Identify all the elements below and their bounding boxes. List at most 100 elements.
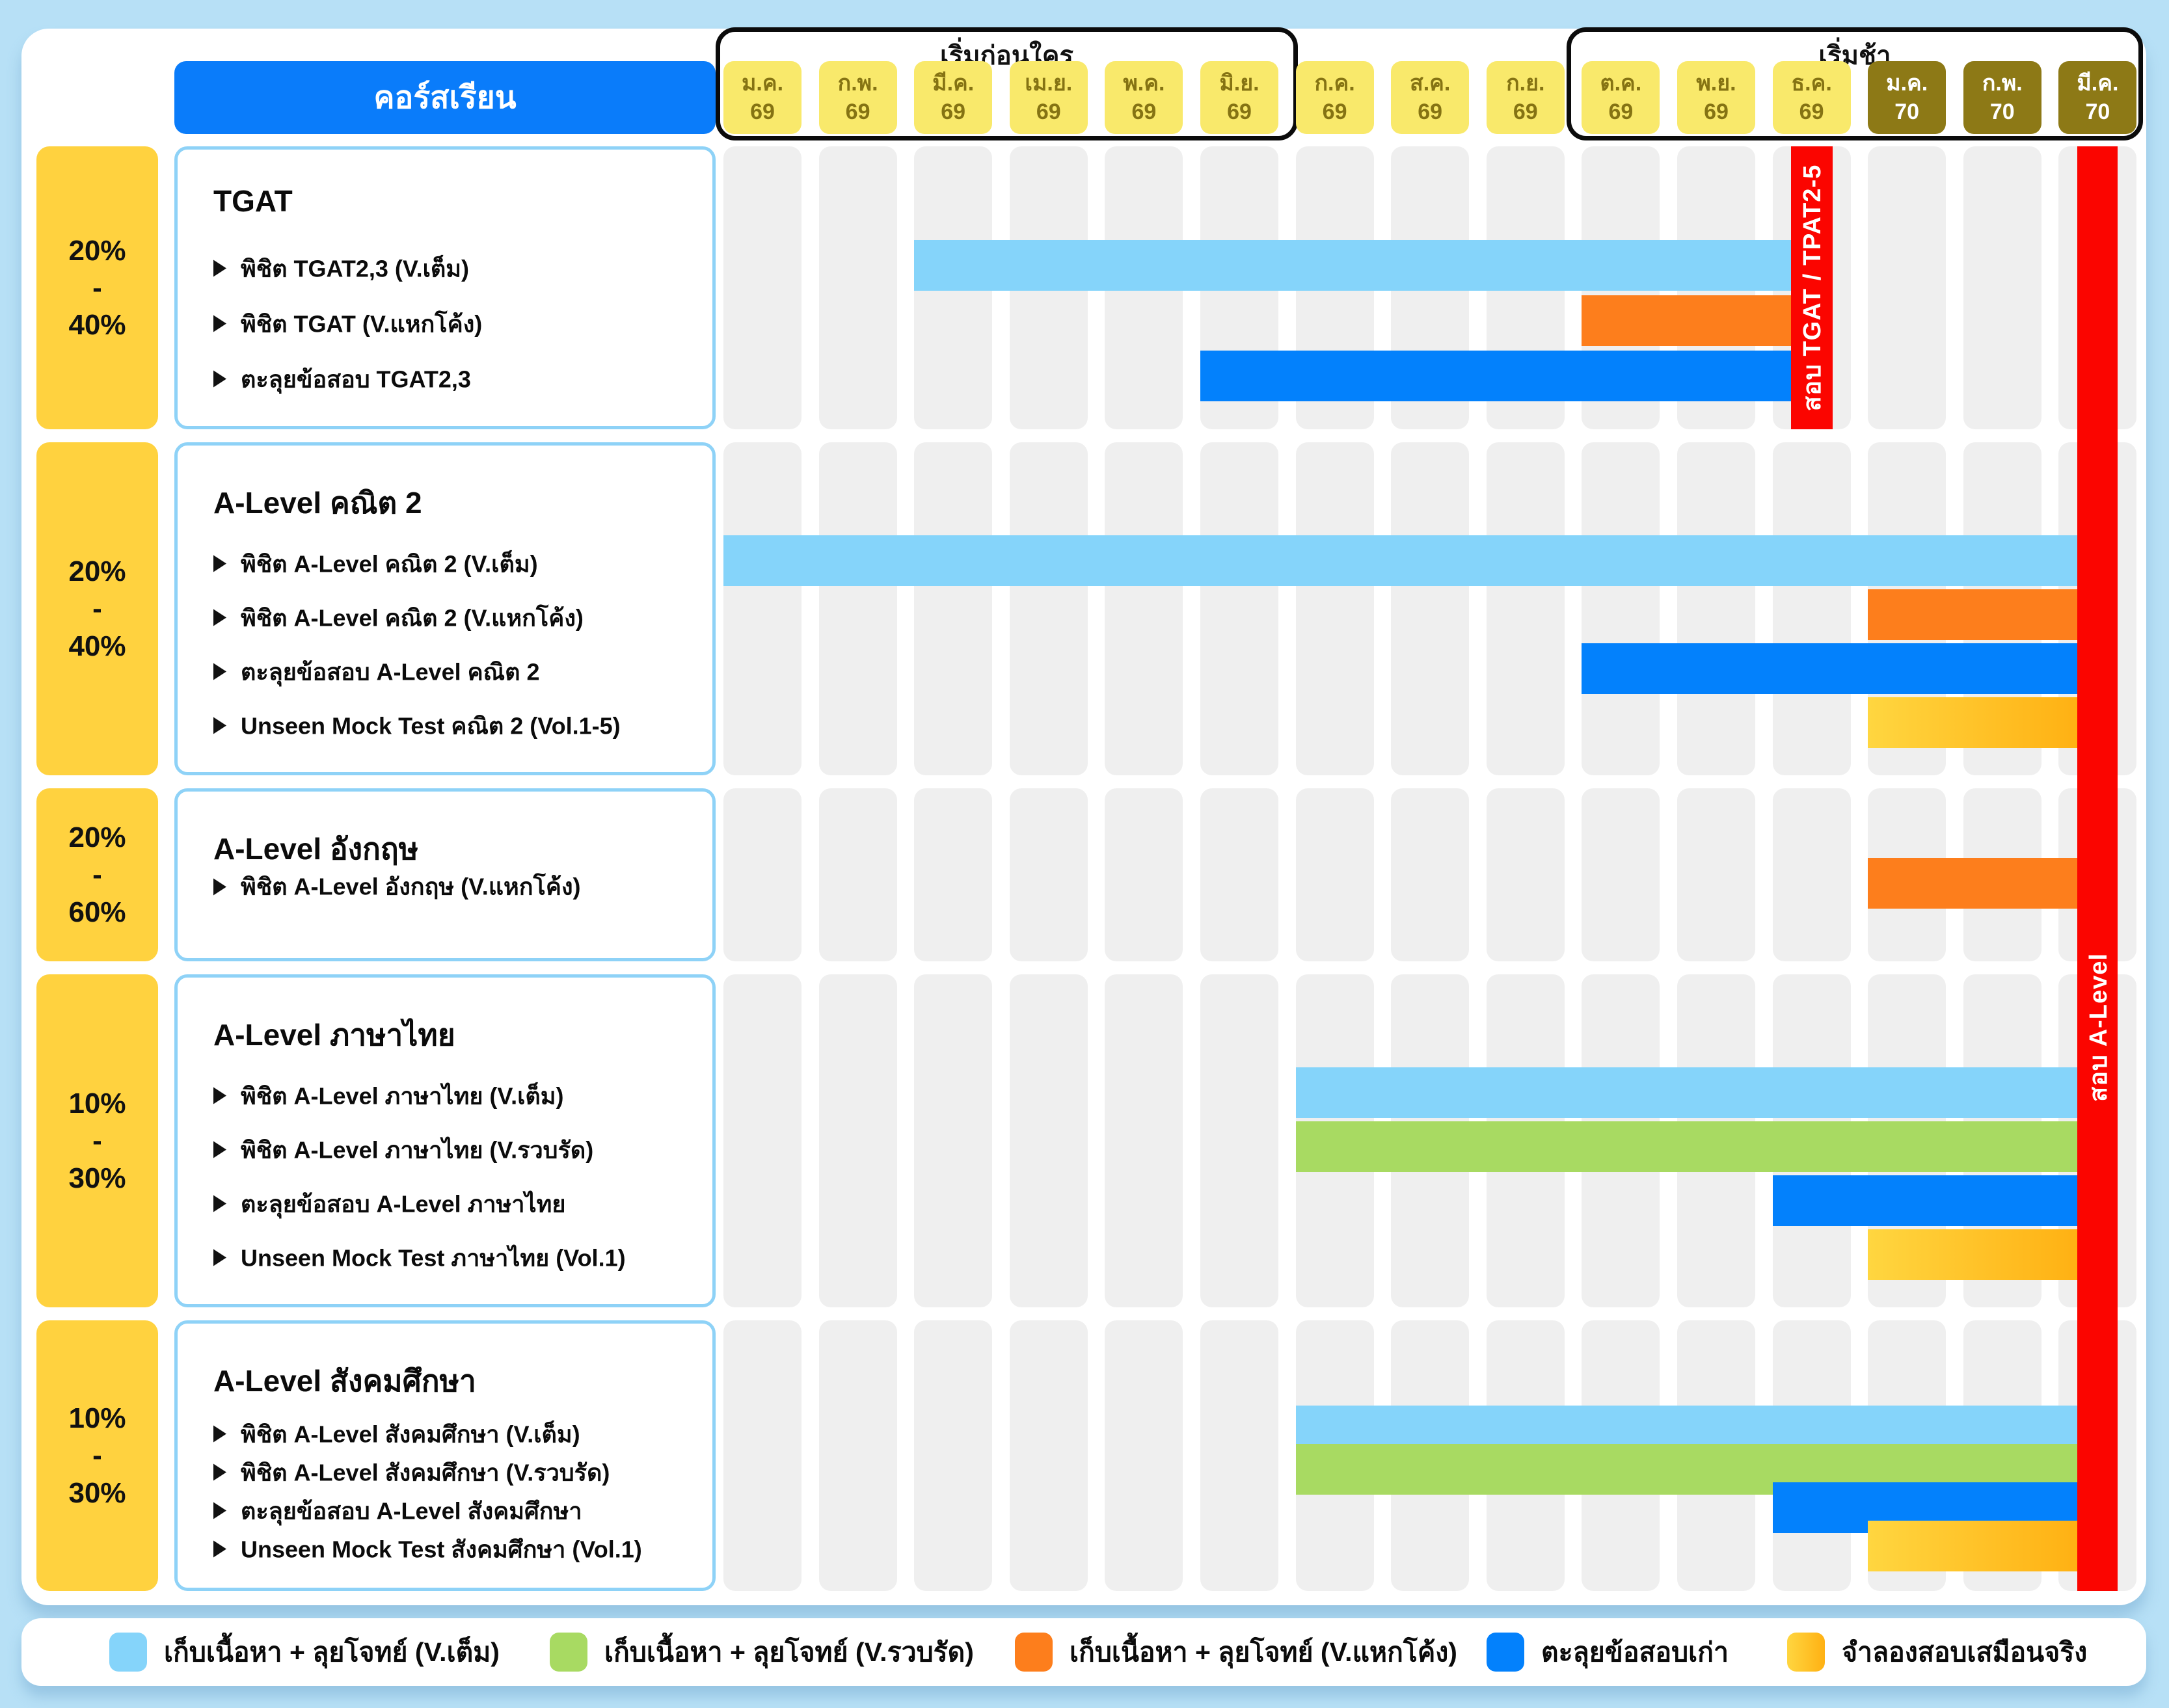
course-card: A-Level อังกฤษ พิชิต A-Level อังกฤษ (V.แห… (174, 788, 716, 961)
month-cell-year: 69 (1036, 100, 1061, 124)
item-bullet-icon (213, 260, 226, 277)
legend-label: เก็บเนื้อหา + ลุยโจทย์ (V.แหกโค้ง) (1070, 1636, 1457, 1667)
item-bullet-icon (213, 717, 226, 734)
course-item: พิชิต A-Level ภาษาไทย (V.รวบรัด) (213, 1131, 593, 1168)
weight-line: 20% (68, 234, 126, 267)
month-cell: พ.ย. 69 (1677, 61, 1755, 134)
item-bullet-icon (213, 663, 226, 680)
month-cell: มี.ค. 70 (2058, 61, 2137, 134)
legend-label: เก็บเนื้อหา + ลุยโจทย์ (V.เต็ม) (164, 1636, 500, 1667)
course-item-label: พิชิต A-Level สังคมศึกษา (V.รวบรัด) (241, 1459, 610, 1486)
legend-band: เก็บเนื้อหา + ลุยโจทย์ (V.เต็ม) เก็บเนื้อ… (21, 1618, 2146, 1686)
timeline-column (1200, 974, 1278, 1307)
exam-marker-label: สอบ TGAT / TPAT2-5 (1799, 164, 1827, 412)
gantt-bar-full (914, 239, 1791, 291)
item-bullet-icon (213, 878, 226, 896)
weight-line: 10% (68, 1088, 126, 1120)
timeline-column (1200, 788, 1278, 961)
legend-item: จำลองสอบเสมือนจริง (1787, 1618, 2087, 1686)
month-cell: ก.ย. 69 (1486, 61, 1565, 134)
month-cell: ธ.ค. 69 (1772, 61, 1851, 134)
timeline-column (1486, 442, 1565, 775)
course-item-label: ตะลุยข้อสอบ A-Level สังคมศึกษา (241, 1497, 582, 1524)
month-cell: ส.ค. 69 (1391, 61, 1470, 134)
weight-line: 20% (68, 555, 126, 588)
weight-line: 20% (68, 821, 126, 854)
course-card: A-Level คณิต 2 พิชิต A-Level คณิต 2 (V.เต… (174, 442, 716, 775)
gantt-bar-past (1772, 1175, 2078, 1226)
course-item: พิชิต A-Level สังคมศึกษา (V.เต็ม) (213, 1415, 580, 1452)
month-cell-name: ก.ย. (1506, 70, 1545, 96)
course-card: A-Level สังคมศึกษา พิชิต A-Level สังคมศึก… (174, 1320, 716, 1591)
section-weight-badge: 20% - 40% (36, 146, 158, 429)
month-cell-name: พ.ย. (1696, 70, 1736, 96)
timeline-column (1486, 788, 1565, 961)
month-cell-year: 69 (941, 100, 966, 124)
course-item: ตะลุยข้อสอบ A-Level ภาษาไทย (213, 1185, 565, 1222)
course-item-label: พิชิต A-Level คณิต 2 (V.แหกโค้ง) (241, 604, 584, 631)
course-item: Unseen Mock Test คณิต 2 (Vol.1-5) (213, 707, 621, 744)
timeline-column (1582, 788, 1660, 961)
month-cell-name: เม.ย. (1025, 70, 1073, 96)
exam-marker-label: สอบ A-Level (2084, 953, 2112, 1102)
timeline-column (1391, 442, 1470, 775)
month-cell-name: ก.พ. (1982, 70, 2023, 96)
legend-swatch-condensed (550, 1633, 587, 1672)
course-item-label: พิชิต A-Level อังกฤษ (V.แหกโค้ง) (241, 873, 581, 900)
timeline-column (1295, 442, 1374, 775)
timeline-column (1105, 442, 1183, 775)
month-cell-name: พ.ค. (1123, 70, 1165, 96)
timeline-column (1772, 442, 1851, 775)
course-item: พิชิต A-Level อังกฤษ (V.แหกโค้ง) (213, 868, 581, 905)
gantt-bar-mock (1868, 1229, 2078, 1280)
item-bullet-icon (213, 315, 226, 332)
month-cell-year: 69 (1227, 100, 1252, 124)
month-cell-year: 69 (1799, 100, 1824, 124)
gantt-bar-crash (1868, 858, 2078, 909)
section-weight-badge: 10% - 30% (36, 974, 158, 1307)
gantt-bar-past (1582, 643, 2078, 694)
month-cell: ม.ค. 70 (1868, 61, 1947, 134)
gantt-bar-mock (1868, 697, 2078, 748)
weight-line: 40% (68, 630, 126, 662)
month-cell-name: ธ.ค. (1791, 70, 1832, 96)
course-column-header-label: คอร์สเรียน (373, 81, 517, 115)
month-cell: ม.ค. 69 (723, 61, 802, 134)
gantt-bar-crash (1582, 295, 1791, 346)
month-cell-name: มิ.ย. (1219, 70, 1260, 96)
timeline-column (914, 974, 993, 1307)
item-bullet-icon (213, 1463, 226, 1481)
section-weight-badge: 10% - 30% (36, 1320, 158, 1591)
timeline-column (818, 442, 897, 775)
timeline-column (1009, 974, 1088, 1307)
item-bullet-icon (213, 1540, 226, 1558)
timeline-column (818, 146, 897, 429)
exam-marker-label-wrap: สอบ A-Level (2077, 811, 2118, 1244)
course-title: A-Level ภาษาไทย (213, 1018, 455, 1052)
item-bullet-icon (213, 1502, 226, 1519)
course-item-label: ตะลุยข้อสอบ A-Level ภาษาไทย (241, 1190, 566, 1217)
legend-swatch-full (109, 1633, 147, 1672)
course-item-label: Unseen Mock Test สังคมศึกษา (Vol.1) (241, 1536, 642, 1562)
month-cell-name: มี.ค. (2077, 70, 2119, 96)
month-cell: มิ.ย. 69 (1200, 61, 1278, 134)
legend-item: เก็บเนื้อหา + ลุยโจทย์ (V.รวบรัด) (550, 1618, 974, 1686)
month-cell: ก.พ. 69 (818, 61, 897, 134)
timeline-column (723, 146, 802, 429)
course-item-label: พิชิต A-Level ภาษาไทย (V.รวบรัด) (241, 1136, 594, 1163)
timeline-column (818, 974, 897, 1307)
course-item-label: พิชิต TGAT2,3 (V.เต็ม) (241, 255, 469, 282)
timeline-column (1009, 788, 1088, 961)
weight-line: 40% (68, 309, 126, 341)
legend-label: เก็บเนื้อหา + ลุยโจทย์ (V.รวบรัด) (604, 1636, 974, 1667)
course-column-header: คอร์สเรียน (174, 61, 716, 134)
exam-marker: สอบ TGAT / TPAT2-5 (1790, 146, 1833, 429)
month-cell-name: ต.ค. (1600, 70, 1642, 96)
item-bullet-icon (213, 1141, 226, 1158)
legend-swatch-crash (1015, 1633, 1053, 1672)
course-item: พิชิต A-Level ภาษาไทย (V.เต็ม) (213, 1077, 564, 1114)
timeline-column (818, 1320, 897, 1591)
month-cell-name: ก.พ. (837, 70, 878, 96)
gantt-bar-crash (1868, 589, 2078, 640)
timeline-column (1963, 146, 2041, 429)
